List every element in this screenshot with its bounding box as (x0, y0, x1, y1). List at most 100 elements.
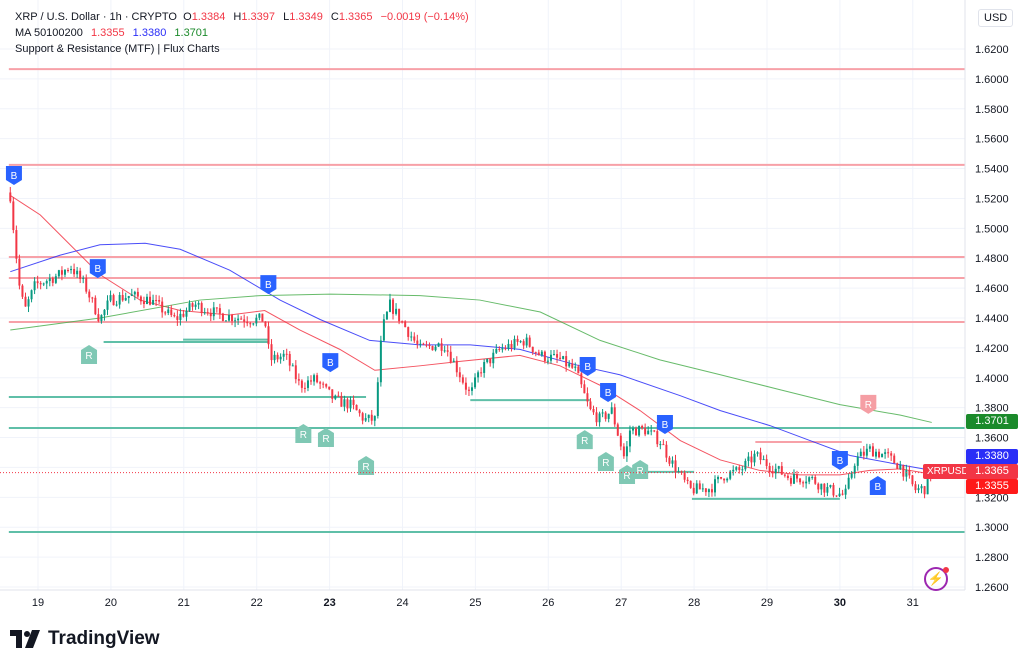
candle-body (167, 309, 170, 313)
price-tick-label: 1.4000 (975, 373, 1009, 385)
support-resistance-levels (8, 68, 965, 533)
candle-body (601, 412, 604, 414)
candle-body (765, 459, 768, 467)
candle-body (127, 295, 130, 299)
candle-body (698, 483, 701, 490)
low-value: 1.3349 (289, 11, 323, 23)
ma-label[interactable]: MA 50100200 (15, 27, 83, 39)
candle-body (15, 230, 18, 259)
candle-body (316, 375, 319, 383)
symbol-title[interactable]: XRP / U.S. Dollar · 1h · CRYPTO (15, 11, 177, 23)
candle-body (501, 348, 504, 350)
candle-body (419, 343, 422, 345)
marker-label: R (581, 436, 588, 447)
price-tick-label: 1.4200 (975, 343, 1009, 355)
candle-body (619, 435, 622, 447)
candle-body (540, 351, 543, 356)
candle-body (805, 481, 808, 484)
candle-body (480, 372, 483, 374)
candle-body (868, 446, 871, 449)
marker-label: R (623, 471, 630, 482)
candle-body (884, 452, 887, 454)
price-tick-label: 1.6200 (975, 44, 1009, 56)
candle-body (668, 457, 671, 464)
candle-body (57, 270, 60, 277)
change-value: −0.0019 (−0.14%) (380, 11, 469, 23)
candle-body (638, 425, 641, 436)
candle-body (51, 278, 54, 283)
candle-body (914, 484, 917, 491)
candle-body (413, 336, 416, 341)
candle-body (85, 277, 88, 292)
time-axis[interactable]: 19 20 21 22 23 24 25 26 27 28 29 30 31 (32, 597, 919, 609)
open-value: 1.3384 (191, 11, 226, 23)
indicator-row[interactable]: Support & Resistance (MTF) | Flux Charts (15, 41, 469, 57)
marker-label: B (584, 362, 591, 373)
candle-body (407, 327, 410, 337)
candle-body (88, 291, 91, 298)
candle-body (313, 375, 316, 382)
price-axis[interactable]: 1.6200 1.6000 1.5800 1.5600 1.5400 1.5200 1.50… (975, 44, 1009, 594)
candle-body (902, 464, 905, 477)
candle-body (598, 413, 601, 423)
candle-body (54, 276, 57, 283)
time-tick-label: 21 (178, 597, 190, 609)
currency-button[interactable]: USD (978, 9, 1014, 27)
candle-body (653, 430, 656, 432)
candle-body (717, 476, 720, 480)
candle-body (443, 350, 446, 352)
buy-signal-marker (869, 475, 886, 495)
indicator-label[interactable]: Support & Resistance (MTF) | Flux Charts (15, 43, 220, 55)
ma-row[interactable]: MA 50100200 1.3355 1.3380 1.3701 (15, 25, 469, 41)
candle-body (425, 344, 428, 346)
candle-body (48, 278, 51, 282)
candle-body (726, 478, 729, 481)
candle-body (510, 343, 513, 349)
candle-body (373, 415, 376, 421)
candle-body (856, 456, 859, 466)
candle-body (197, 303, 200, 305)
retest-marker (597, 452, 614, 472)
candle-body (686, 479, 689, 481)
candle-body (820, 483, 823, 490)
candle-body (221, 313, 224, 321)
ma200-value: 1.3701 (174, 27, 209, 39)
candle-body (291, 365, 294, 367)
candle-body (73, 268, 76, 275)
time-tick-label: 22 (251, 597, 263, 609)
buy-signal-marker (322, 353, 339, 373)
candle-body (917, 488, 920, 491)
tradingview-logo[interactable]: TradingView (10, 628, 160, 650)
retest-marker (632, 459, 649, 479)
candle-body (337, 395, 340, 397)
candle-body (455, 360, 458, 373)
candle-body (926, 476, 929, 495)
candle-body (461, 377, 464, 383)
price-tick-label: 1.5400 (975, 164, 1009, 176)
candle-body (103, 309, 106, 316)
time-tick-label: 20 (105, 597, 117, 609)
lightning-icon[interactable]: ⚡ (924, 567, 949, 591)
candle-body (33, 281, 36, 291)
candle-body (252, 323, 255, 325)
candle-body (185, 310, 188, 317)
candle-body (398, 308, 401, 322)
candle-body (270, 344, 273, 361)
candle-body (647, 430, 650, 435)
candle-body (404, 321, 407, 328)
ma100-value: 1.3380 (132, 27, 167, 39)
candle-body (209, 313, 212, 317)
candle-body (30, 290, 33, 300)
high-label: H (233, 11, 242, 23)
candle-body (583, 384, 586, 394)
ma-line-ma50 (10, 195, 932, 476)
candle-body (370, 414, 373, 421)
symbol-row[interactable]: XRP / U.S. Dollar · 1h · CRYPTO O1.3384 … (15, 9, 469, 25)
candle-body (783, 474, 786, 476)
retest-marker (619, 465, 636, 485)
candle-body (477, 372, 480, 378)
candle-body (504, 348, 507, 350)
high-value: 1.3397 (241, 11, 276, 23)
candle-body (756, 452, 759, 454)
